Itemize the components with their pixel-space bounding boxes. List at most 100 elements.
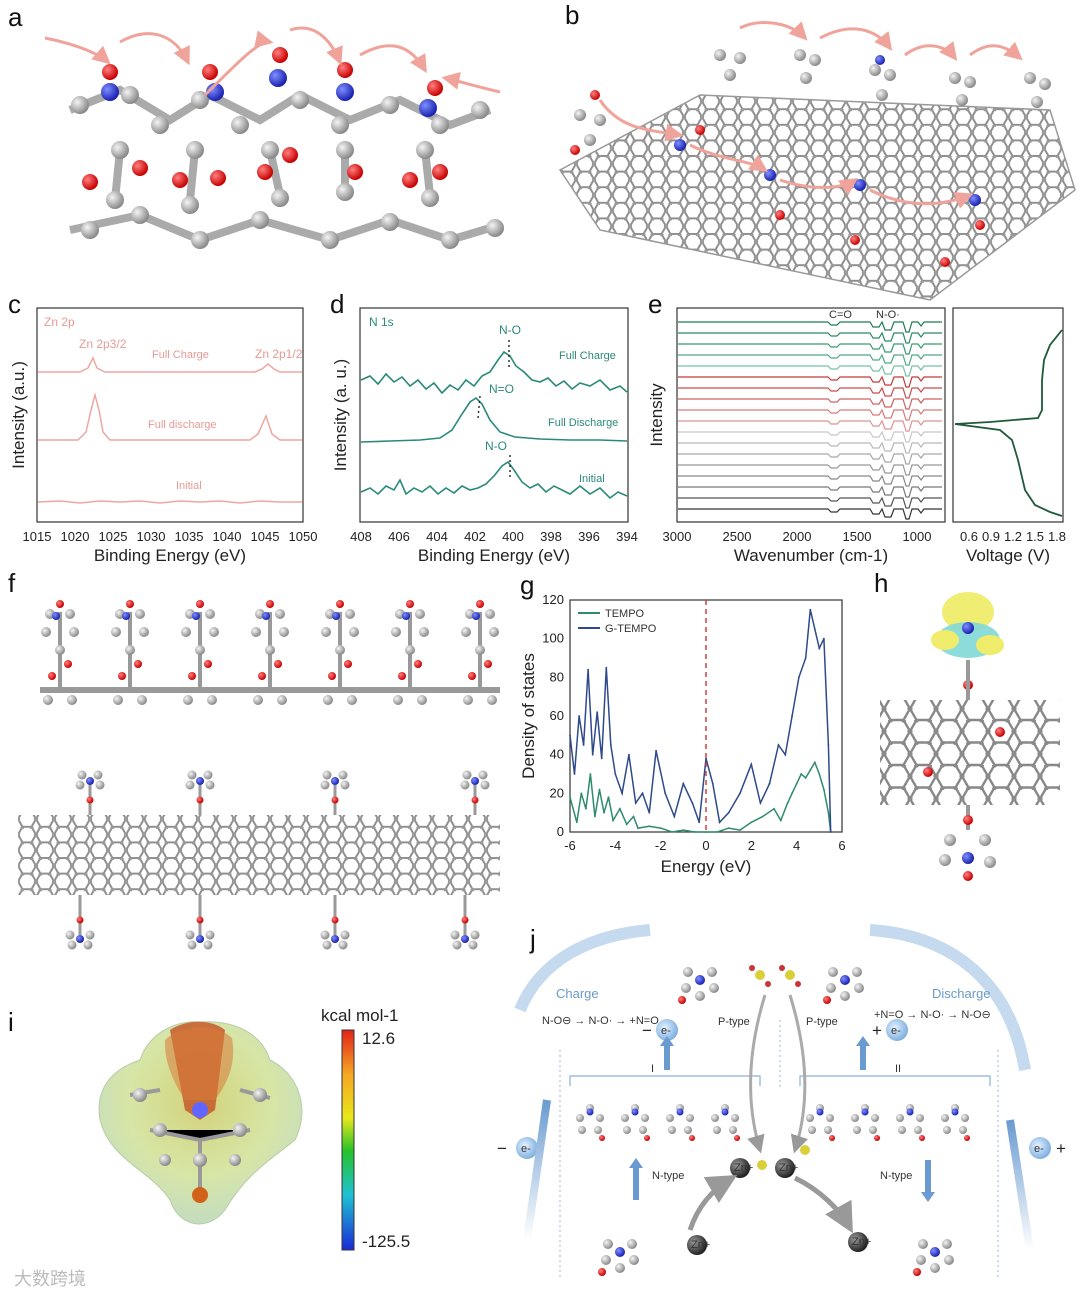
dos-point-g-tempo	[621, 792, 623, 795]
ftir-spectrum-line	[678, 320, 942, 333]
label-roman-i: I	[651, 1063, 654, 1075]
label-full-discharge-d: Full Discharge	[548, 417, 618, 429]
dos-point-g-tempo	[818, 647, 821, 650]
plot-frame-c	[36, 307, 304, 523]
peak-label-n-double-o: N=O	[489, 382, 514, 396]
discharge-arc-arrow	[869, 924, 1031, 1071]
legend-g: TEMPO G-TEMPO	[578, 608, 657, 635]
label-full-discharge-c: Full discharge	[148, 419, 216, 431]
panel-f: f	[8, 568, 500, 950]
dos-point-g-tempo	[813, 628, 816, 630]
ylabel-e: Intensity	[647, 383, 666, 447]
dos-xtick: 6	[838, 838, 845, 853]
ftir-spectrum-line	[678, 342, 942, 355]
dos-point-tempo	[671, 831, 673, 833]
arrowhead-ntype-right	[921, 1192, 935, 1202]
anion-arrow-left	[747, 994, 767, 1154]
panel-label-g: g	[520, 570, 534, 600]
dos-point-tempo	[612, 819, 614, 822]
dos-point-tempo	[585, 807, 587, 810]
dos-point-tempo	[827, 811, 830, 814]
dos-point-tempo	[607, 796, 610, 799]
ftir-spectrum-line	[678, 452, 942, 465]
ftir-spectrum-line	[678, 364, 942, 377]
ftir-spectrum-line	[678, 353, 942, 366]
label-full-charge-d: Full Charge	[559, 350, 616, 362]
dos-point-g-tempo	[641, 792, 644, 795]
xtick-c-3: 1030	[137, 529, 166, 544]
xtick-d-2: 404	[426, 529, 448, 544]
dos-ytick: 40	[550, 747, 564, 762]
dos-point-g-tempo	[750, 763, 753, 766]
dos-point-tempo	[818, 773, 821, 775]
dos-point-tempo	[637, 827, 639, 829]
dos-xtick: 0	[702, 838, 709, 853]
arrowhead-up-left	[660, 1036, 674, 1046]
dos-point-g-tempo	[823, 637, 825, 640]
panel-label-e: e	[648, 289, 662, 319]
xticks-d: 408 406 404 402 400 398 396 394	[350, 529, 638, 544]
xlabel-d: Binding Energy (eV)	[418, 546, 570, 565]
eq-left: N-O⊖ → N-O· → +N=O	[542, 1015, 659, 1027]
panel-h: h	[874, 568, 1060, 881]
minus-sign-far-left: −	[497, 1139, 507, 1158]
xtick-d-7: 394	[616, 529, 638, 544]
dos-ytick: 0	[557, 824, 564, 839]
peak-label-no-charge: N-O	[499, 323, 521, 337]
panel-c: c Zn 2p Zn 2p3/2 Zn 2p1/2 Full Charge Fu…	[8, 289, 317, 565]
dos-point-tempo	[589, 773, 592, 775]
dos-point-g-tempo	[759, 802, 762, 804]
ftir-spectra	[678, 320, 942, 520]
dos-ytick: 60	[550, 708, 564, 723]
ftir-spectrum-line	[678, 430, 942, 443]
peak-label-zn2p12: Zn 2p1/2	[255, 347, 303, 361]
charge-electron-arrow	[523, 1099, 551, 1241]
vtick-0: 0.6	[960, 529, 978, 544]
electron-label-right: e-	[891, 1025, 901, 1037]
tempo-molecules-b	[570, 49, 1051, 267]
xps-d-curve-charge	[360, 350, 628, 395]
dos-point-g-tempo	[804, 657, 807, 659]
vtick-2: 1.2	[1004, 529, 1022, 544]
dos-point-g-tempo	[798, 676, 800, 679]
panel-label-b: b	[565, 0, 579, 30]
plus-sign-far-right: +	[1056, 1139, 1066, 1158]
ftir-spectrum-line	[678, 397, 942, 410]
dos-point-g-tempo	[600, 757, 603, 760]
electron-label-left: e-	[661, 1025, 671, 1037]
dos-point-tempo	[716, 831, 719, 833]
label-initial-c: Initial	[176, 480, 202, 492]
annotation-c-o: C=O	[829, 309, 852, 321]
ftir-spectrum-line	[678, 375, 942, 388]
panel-b: b	[558, 0, 1076, 301]
dos-ytick: 100	[542, 631, 564, 646]
polymer-repeat-units	[40, 600, 500, 705]
dos-point-tempo	[779, 819, 782, 822]
zn-arrow-out	[793, 1175, 853, 1234]
ftir-spectrum-line	[678, 463, 942, 476]
dos-point-g-tempo	[582, 744, 585, 746]
vtick-3: 1.5	[1026, 529, 1044, 544]
dos-point-tempo	[659, 827, 662, 829]
label-initial-d: Initial	[579, 473, 605, 485]
dos-point-g-tempo	[591, 753, 594, 756]
dos-point-g-tempo	[609, 744, 612, 746]
plot-frame-e	[676, 307, 946, 523]
annotation-n-o: N-O·	[876, 309, 900, 321]
xtick-e-3: 1500	[843, 529, 872, 544]
dos-point-g-tempo	[718, 821, 721, 824]
dos-point-tempo	[823, 788, 825, 791]
electron-hopping-arrows-b	[598, 21, 1023, 209]
electron-ball-right: e- +	[872, 1019, 908, 1041]
xticks-e: 3000 2500 2000 1500 1000	[663, 529, 932, 544]
legend-label-tempo: TEMPO	[605, 608, 645, 620]
xps-d-curve-initial	[360, 460, 628, 500]
esp-unit: kcal mol-1	[321, 1006, 398, 1025]
peak-label-no-initial: N-O	[485, 439, 507, 453]
xtick-c-4: 1035	[175, 529, 204, 544]
panel-j: j Charge Discharge N-O⊖ → N-O· → +N=O +N…	[497, 924, 1066, 1280]
dos-point-g-tempo	[809, 608, 812, 611]
label-charge: Charge	[556, 986, 599, 1001]
dos-point-g-tempo	[711, 782, 714, 785]
